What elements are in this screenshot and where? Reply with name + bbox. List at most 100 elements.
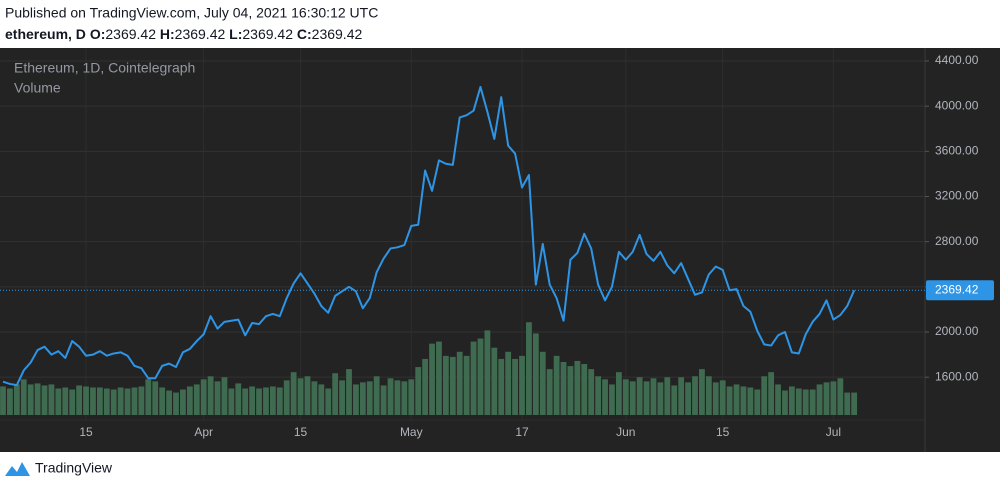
volume-bar [671,385,678,415]
volume-bar [276,387,283,415]
volume-bar [685,382,691,415]
volume-bar [200,379,207,415]
volume-bar [463,355,470,415]
x-tick-label: Apr [194,425,213,439]
volume-bar [429,343,435,415]
volume-bar [290,372,297,415]
volume-bar [48,384,55,415]
volume-bar [124,388,131,415]
volume-bar [802,389,809,415]
volume-bar [595,376,602,415]
x-tick-label: 15 [79,425,93,439]
x-tick-label: 17 [515,425,529,439]
volume-bar [249,386,256,415]
x-tick-label: 15 [716,425,730,439]
grid [0,48,925,420]
volume-bar [152,381,159,415]
volume-bar [145,379,152,415]
last-price-label: 2369.42 [935,282,979,296]
chart-title: Ethereum, 1D, Cointelegraph [14,60,195,76]
y-tick-label: 2000.00 [935,324,979,338]
volume-bar [228,388,235,415]
volume-bar [242,388,249,415]
volume-bar [837,378,844,415]
volume-bar [346,369,352,415]
ohlc-label: H: [160,26,175,42]
volume-bar [726,386,733,415]
volume-bar [553,355,560,415]
y-tick-label: 2800.00 [935,234,979,248]
volume-bar [761,376,768,415]
volume-bar [13,384,20,415]
volume-bar [629,381,636,415]
volume-bar [449,356,456,415]
volume-bar [41,385,48,415]
tradingview-logo[interactable]: TradingView [5,460,113,476]
volume-bar [221,377,228,415]
volume-bar [851,392,858,415]
volume-bar [539,351,546,415]
volume-bar [332,373,339,415]
published-line: Published on TradingView.com, July 04, 2… [5,5,378,21]
y-tick-label: 3600.00 [935,143,979,157]
volume-bar [166,390,172,415]
volume-bar [622,379,629,415]
volume-bar [263,387,269,415]
x-tick-label: Jun [616,425,635,439]
volume-bar [477,338,484,415]
volume-bar [7,388,13,415]
symbol: ethereum, D [5,26,86,42]
volume-bar [705,376,712,415]
x-tick-label: May [400,425,423,439]
volume-bar [699,369,705,415]
ohlc-value: 2369.42 [312,26,363,42]
volume-bars [0,322,858,415]
volume-bar [526,322,532,415]
volume-bar [844,392,851,415]
y-tick-label: 3200.00 [935,189,979,203]
volume-bar [138,386,145,415]
volume-bar [311,381,318,415]
volume-bar [34,383,41,415]
volume-bar [55,388,62,415]
volume-bar [442,355,449,415]
volume-bar [560,361,567,415]
volume-bar [498,358,505,415]
ohlc-label: L: [229,26,242,42]
volume-bar [581,364,588,415]
x-tick-label: 15 [294,425,308,439]
brand: TradingView [35,460,113,476]
volume-bar [636,377,643,415]
volume-bar [664,377,671,415]
volume-bar [186,386,193,415]
volume-bar [692,376,698,415]
logo-icon [5,462,30,476]
volume-bar [657,382,664,415]
y-tick-label: 4000.00 [935,98,979,112]
ohlc-label: O: [90,26,106,42]
ohlc-value: 2369.42 [175,26,226,42]
volume-bar [712,382,719,415]
volume-bar [519,355,525,415]
volume-bar [173,392,179,415]
volume-bar [283,380,290,415]
volume-bar [96,387,103,415]
volume-bar [678,377,685,415]
volume-bar [20,379,27,415]
volume-bar [643,381,650,415]
ohlc-label: C: [297,26,312,42]
axis-labels: 1600.002000.002400.002800.003200.003600.… [79,53,994,439]
last-price-box [926,280,994,301]
volume-bar [117,387,124,415]
volume-bar [733,384,740,415]
volume-bar [754,389,761,415]
volume-bar [415,367,422,415]
volume-bar [809,389,816,415]
volume-bar [484,330,491,415]
volume-bar [775,384,781,415]
volume-bar [546,369,553,415]
volume-bar [650,378,657,415]
volume-bar [318,384,325,415]
ohlc-value: 2369.42 [242,26,293,42]
